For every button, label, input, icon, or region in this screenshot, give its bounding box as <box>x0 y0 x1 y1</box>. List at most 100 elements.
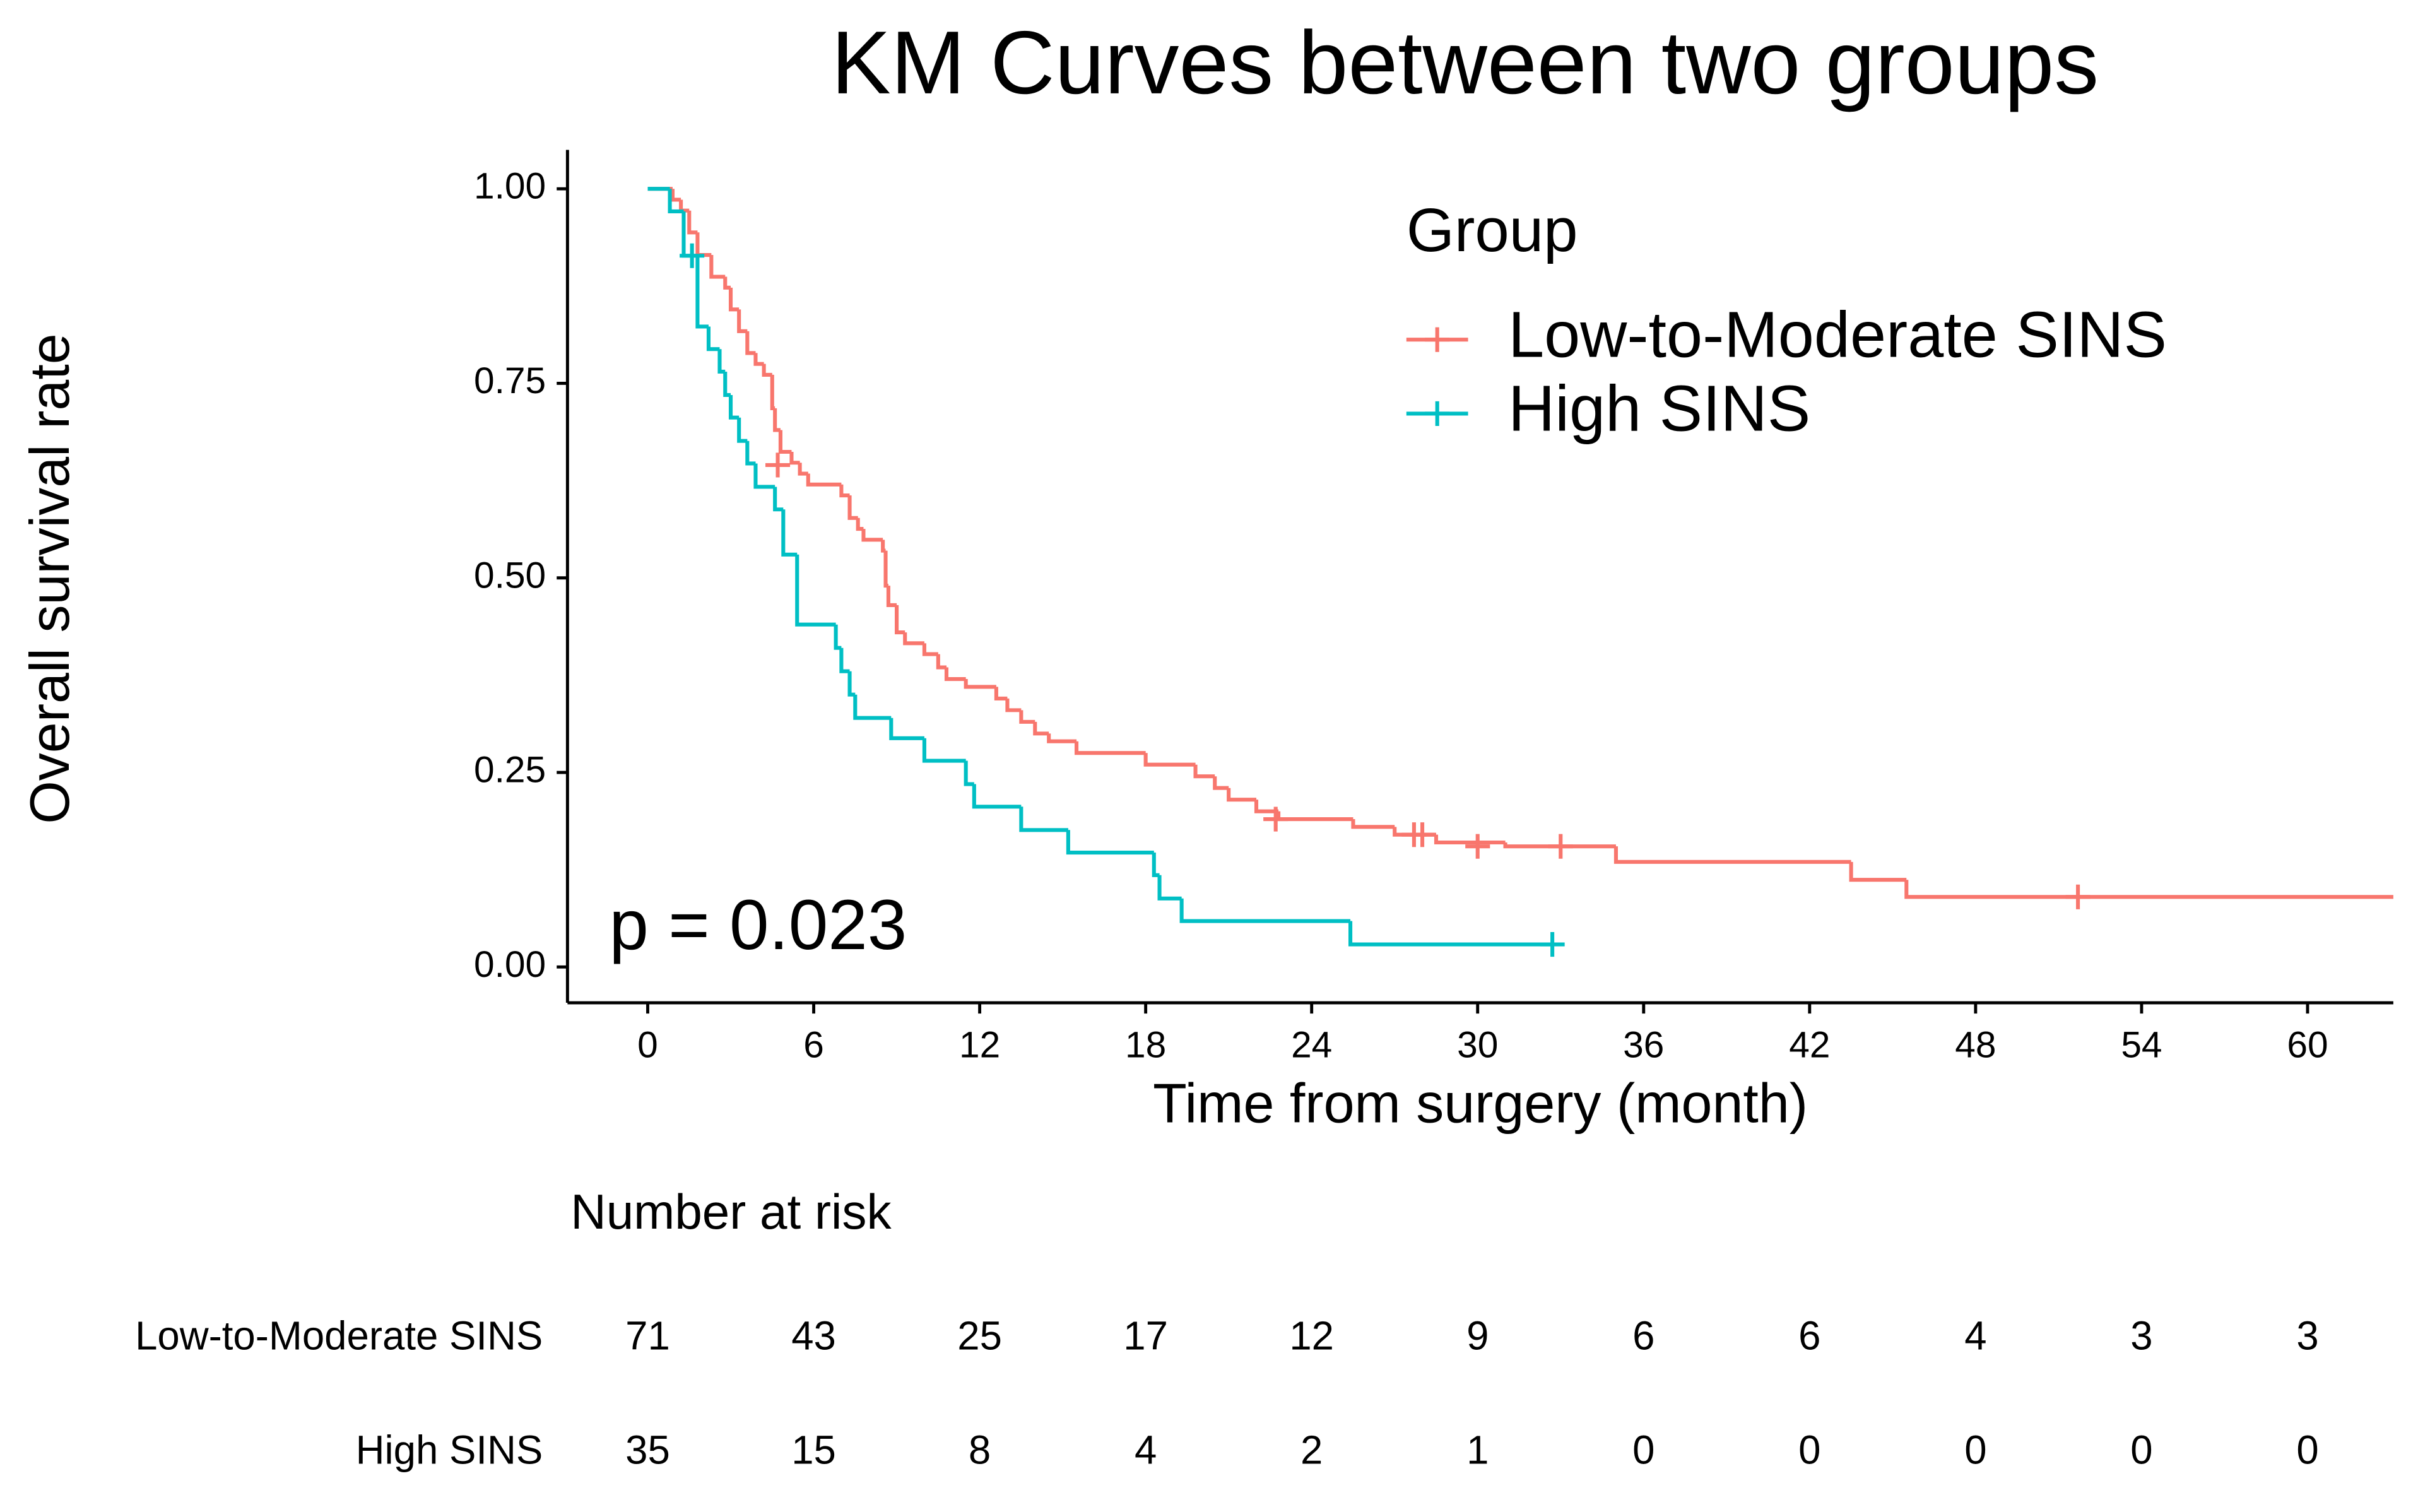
risk-count: 4 <box>1135 1427 1157 1472</box>
legend-label: Low-to-Moderate SINS <box>1508 298 2167 370</box>
survival-step <box>773 487 784 512</box>
risk-count: 3 <box>2130 1314 2152 1359</box>
survival-step <box>723 276 731 290</box>
censor-mark <box>2065 884 2091 909</box>
survival-step <box>1033 721 1049 736</box>
risk-table-title: Number at risk <box>570 1184 892 1239</box>
survival-step <box>1348 921 1553 947</box>
survival-step <box>668 189 684 214</box>
survival-step <box>723 371 731 398</box>
survival-step <box>1904 880 2393 899</box>
survival-step <box>1503 842 1616 849</box>
survival-step <box>839 647 850 673</box>
risk-count: 1 <box>1466 1427 1489 1472</box>
censor-mark <box>1465 834 1490 859</box>
survival-step <box>717 349 726 374</box>
survival-step <box>695 256 709 329</box>
risk-count: 35 <box>625 1427 670 1472</box>
survival-step <box>773 408 781 432</box>
risk-count: 0 <box>2296 1427 2318 1472</box>
x-tick-label: 12 <box>959 1024 1000 1065</box>
survival-step <box>1019 710 1035 724</box>
risk-count: 15 <box>791 1427 836 1472</box>
survival-step <box>834 624 842 650</box>
p-value: p = 0.023 <box>609 885 907 964</box>
survival-step <box>1157 875 1182 901</box>
censor-mark <box>1410 822 1435 848</box>
x-tick-label: 42 <box>1789 1024 1830 1065</box>
survival-step <box>1613 846 1851 864</box>
survival-step <box>1005 698 1022 712</box>
risk-count: 6 <box>1798 1314 1820 1359</box>
x-tick-label: 6 <box>803 1024 824 1065</box>
risk-count: 43 <box>791 1314 836 1359</box>
risk-count: 0 <box>1632 1427 1654 1472</box>
y-tick-label: 0.25 <box>474 750 546 791</box>
risk-count: 6 <box>1632 1314 1654 1359</box>
x-tick-label: 30 <box>1457 1024 1498 1065</box>
risk-count: 9 <box>1466 1314 1489 1359</box>
risk-count: 8 <box>969 1427 991 1472</box>
survival-step <box>1213 776 1229 790</box>
survival-step <box>881 540 886 553</box>
survival-step <box>737 309 748 333</box>
x-tick-label: 0 <box>637 1024 658 1065</box>
x-axis-label: Time from surgery (month) <box>1153 1072 1808 1134</box>
x-tick-label: 18 <box>1125 1024 1166 1065</box>
survival-step <box>886 586 897 607</box>
survival-step <box>972 784 1022 809</box>
survival-step <box>1179 898 1351 923</box>
survival-step <box>1849 861 1907 882</box>
survival-step <box>964 679 996 689</box>
survival-step <box>709 255 726 279</box>
survival-step <box>1434 834 1506 845</box>
risk-count: 0 <box>1798 1427 1820 1472</box>
survival-step <box>753 463 776 489</box>
survival-step <box>922 643 938 656</box>
risk-row-label: High SINS <box>356 1427 543 1472</box>
risk-count: 25 <box>957 1314 1002 1359</box>
survival-step <box>1193 764 1215 779</box>
risk-count: 12 <box>1289 1314 1334 1359</box>
survival-step <box>861 529 883 542</box>
survival-step <box>728 394 740 420</box>
x-tick-label: 24 <box>1291 1024 1332 1065</box>
survival-step <box>695 232 712 257</box>
survival-step <box>1227 788 1257 802</box>
survival-step <box>853 694 892 720</box>
y-tick-label: 0.00 <box>474 944 546 985</box>
survival-step <box>922 738 966 763</box>
survival-step <box>856 517 864 531</box>
survival-step <box>1066 830 1154 855</box>
risk-row-label: Low-to-Moderate SINS <box>135 1314 543 1359</box>
survival-step <box>1019 806 1068 832</box>
survival-step <box>706 326 720 351</box>
survival-step <box>1277 811 1353 822</box>
risk-count: 17 <box>1123 1314 1168 1359</box>
survival-step <box>944 667 966 682</box>
survival-step <box>795 554 836 627</box>
survival-step <box>994 687 1008 700</box>
survival-step <box>728 287 740 312</box>
survival-step <box>936 654 947 670</box>
survival-step <box>745 331 756 355</box>
survival-step <box>1074 741 1146 755</box>
survival-step <box>964 760 974 786</box>
survival-step <box>883 550 888 588</box>
risk-count: 0 <box>2130 1427 2152 1472</box>
survival-step <box>737 417 748 443</box>
survival-step <box>1254 800 1279 813</box>
x-tick-label: 36 <box>1623 1024 1664 1065</box>
survival-step <box>770 374 776 410</box>
survival-step <box>781 509 798 557</box>
survival-step <box>1152 853 1160 877</box>
censor-mark <box>680 243 705 268</box>
x-tick-label: 60 <box>2287 1024 2328 1065</box>
x-tick-label: 48 <box>1955 1024 1996 1065</box>
survival-step <box>679 199 690 213</box>
censor-mark <box>765 452 791 478</box>
censor-mark <box>1548 834 1573 859</box>
survival-step <box>889 718 924 740</box>
